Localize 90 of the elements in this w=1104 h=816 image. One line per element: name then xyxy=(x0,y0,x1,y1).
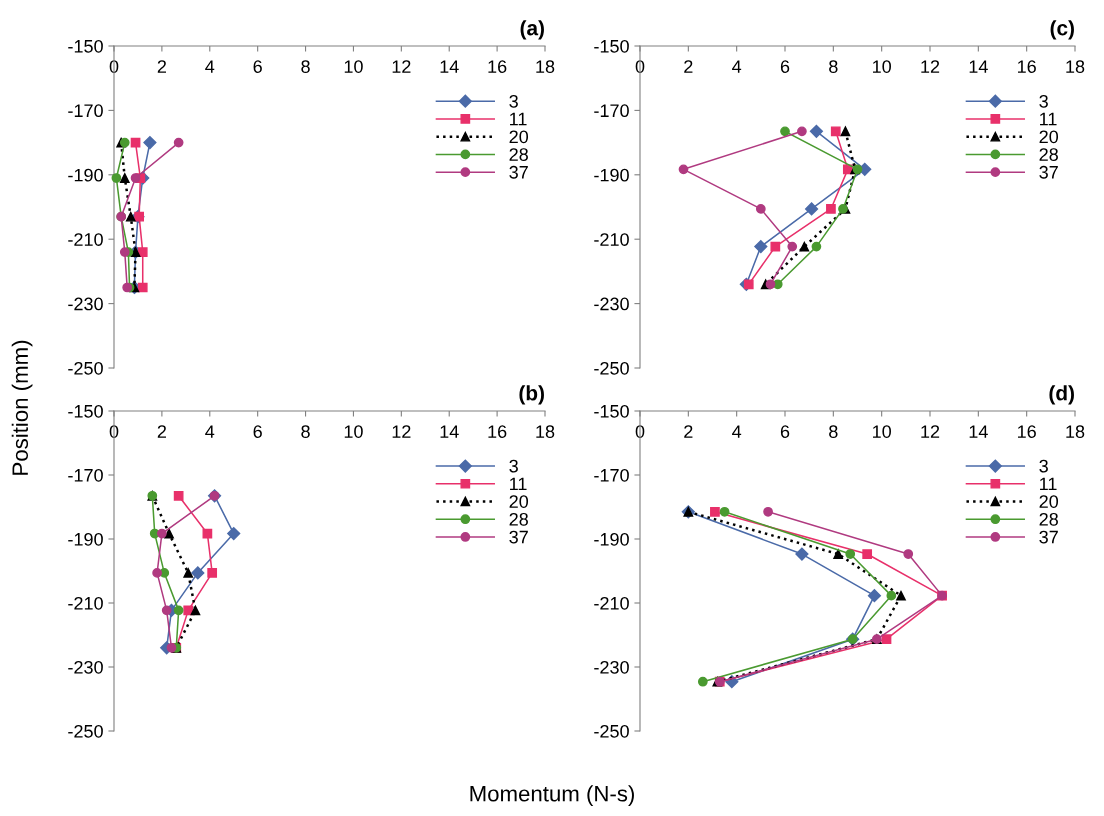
y-tick-label: -210 xyxy=(594,233,629,246)
chart-title: (c) xyxy=(1050,20,1074,40)
y-tick-label: -150 xyxy=(68,404,103,418)
chart-title: (d) xyxy=(1049,385,1074,405)
x-tick-label: 10 xyxy=(344,425,363,438)
x-tick-label: 8 xyxy=(301,425,310,438)
y-tick-label: -150 xyxy=(594,404,629,418)
y-tick-label: -230 xyxy=(594,660,629,674)
y-tick-label: -250 xyxy=(68,724,103,738)
x-tick-label: 12 xyxy=(392,60,411,73)
legend-label: 37 xyxy=(509,530,528,544)
y-tick-label: -230 xyxy=(594,297,629,311)
legend-label: 37 xyxy=(1039,165,1058,179)
x-tick-label: 2 xyxy=(157,60,166,73)
x-tick-label: 10 xyxy=(344,60,363,73)
x-tick-label: 10 xyxy=(873,60,891,73)
x-tick-label: 8 xyxy=(301,60,310,73)
legend-label: 20 xyxy=(1039,495,1059,508)
legend-label: 20 xyxy=(1039,130,1059,144)
x-tick-label: 0 xyxy=(635,60,645,73)
legend-label: 28 xyxy=(509,148,528,161)
y-axis-title: Position (mm) xyxy=(11,340,33,475)
x-tick-label: 14 xyxy=(969,60,988,73)
x-tick-label: 2 xyxy=(684,60,693,73)
legend-label: 37 xyxy=(509,165,528,179)
x-tick-label: 8 xyxy=(829,60,838,73)
y-tick-label: -210 xyxy=(68,596,103,610)
y-tick-label: -210 xyxy=(68,233,103,246)
legend-label: 28 xyxy=(1039,512,1058,526)
x-tick-label: 16 xyxy=(488,60,507,73)
x-tick-label: 4 xyxy=(205,60,215,73)
x-tick-label: 2 xyxy=(157,425,166,438)
y-tick-label: -250 xyxy=(68,361,103,375)
x-tick-label: 0 xyxy=(109,60,119,73)
y-tick-label: -150 xyxy=(594,39,629,53)
y-tick-label: -170 xyxy=(68,104,103,118)
legend-label: 20 xyxy=(509,130,529,144)
y-tick-label: -210 xyxy=(594,596,629,610)
x-tick-label: 12 xyxy=(921,425,940,438)
y-tick-label: -190 xyxy=(68,168,103,182)
chart-title: (a) xyxy=(520,20,544,40)
x-tick-label: 2 xyxy=(684,425,693,438)
x-tick-label: 14 xyxy=(440,60,459,73)
legend-label: 28 xyxy=(1039,148,1058,161)
x-tick-label: 18 xyxy=(1066,60,1085,73)
legend-label: 20 xyxy=(509,495,529,508)
x-tick-label: 6 xyxy=(253,425,262,438)
x-axis-title: Momentum (N-s) xyxy=(470,785,634,806)
legend-label: 11 xyxy=(510,112,527,126)
x-tick-label: 6 xyxy=(253,60,262,73)
x-tick-label: 0 xyxy=(109,425,119,438)
legend-label: 3 xyxy=(1039,94,1048,108)
x-tick-label: 16 xyxy=(1018,425,1036,438)
x-tick-label: 4 xyxy=(732,425,742,438)
x-tick-label: 14 xyxy=(969,425,988,438)
chart-title: (b) xyxy=(519,385,544,405)
y-tick-label: -190 xyxy=(68,532,103,546)
legend-label: 28 xyxy=(509,512,528,526)
y-tick-label: -230 xyxy=(68,660,103,674)
x-tick-label: 16 xyxy=(1018,60,1036,73)
x-tick-label: 18 xyxy=(536,425,555,438)
y-tick-label: -170 xyxy=(594,104,629,118)
x-tick-label: 10 xyxy=(873,425,891,438)
x-tick-label: 4 xyxy=(732,60,742,73)
x-tick-label: 18 xyxy=(536,60,555,73)
legend-label: 3 xyxy=(509,94,518,108)
y-tick-label: -230 xyxy=(68,297,103,311)
y-tick-label: -190 xyxy=(594,532,629,546)
y-tick-label: -170 xyxy=(594,468,629,482)
x-tick-label: 18 xyxy=(1066,425,1085,438)
legend-label: 11 xyxy=(1040,112,1057,126)
x-tick-label: 12 xyxy=(921,60,940,73)
x-tick-label: 12 xyxy=(392,425,411,438)
y-tick-label: -170 xyxy=(68,468,103,482)
legend-label: 11 xyxy=(510,477,527,491)
y-tick-label: -150 xyxy=(68,39,103,53)
legend-label: 37 xyxy=(1039,530,1058,544)
legend-label: 3 xyxy=(1039,459,1048,473)
y-tick-label: -250 xyxy=(594,361,629,375)
x-tick-label: 0 xyxy=(635,425,645,438)
x-tick-label: 14 xyxy=(440,425,459,438)
x-tick-label: 6 xyxy=(780,425,790,438)
x-tick-label: 4 xyxy=(205,425,215,438)
x-tick-label: 8 xyxy=(829,425,838,438)
x-tick-label: 16 xyxy=(488,425,507,438)
legend-label: 3 xyxy=(509,459,518,473)
y-tick-label: -250 xyxy=(594,724,629,738)
legend-label: 11 xyxy=(1040,477,1057,491)
x-tick-label: 6 xyxy=(780,60,790,73)
y-tick-label: -190 xyxy=(594,168,629,182)
